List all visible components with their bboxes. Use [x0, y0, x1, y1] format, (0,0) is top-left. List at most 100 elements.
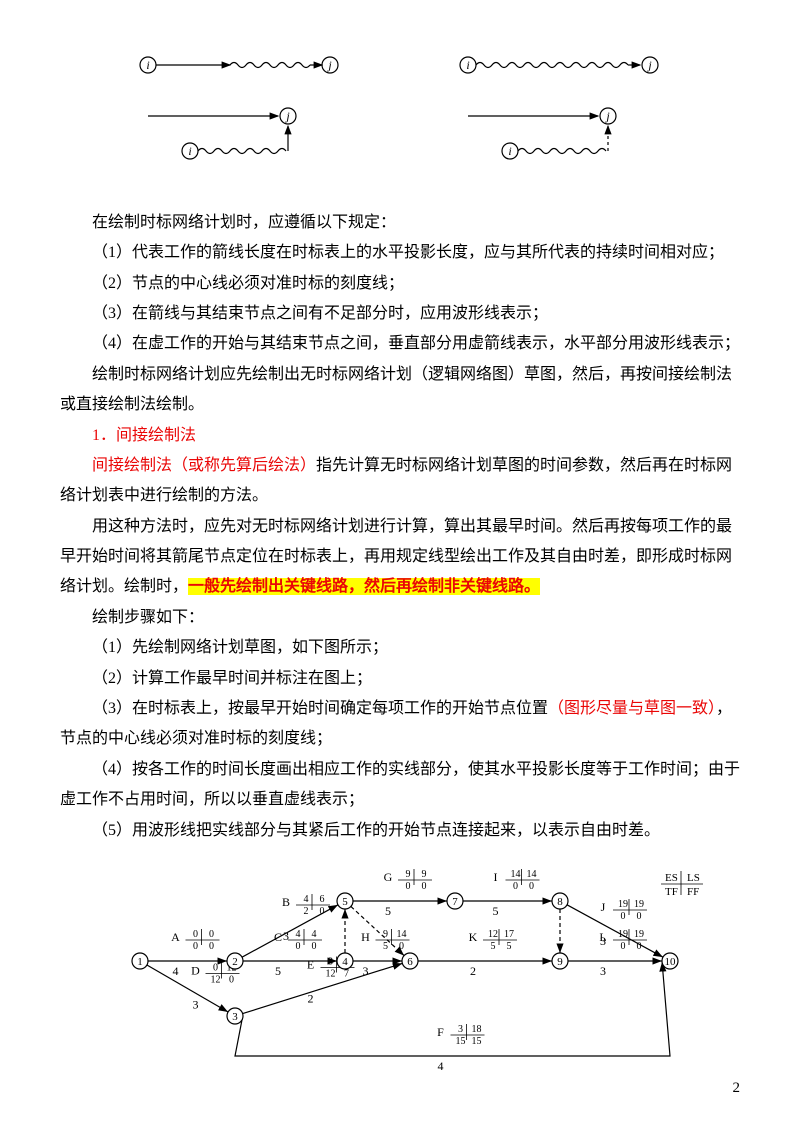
svg-text:5: 5	[491, 941, 496, 952]
svg-text:0: 0	[213, 962, 218, 973]
node-j-label: j	[646, 58, 652, 72]
svg-text:0: 0	[637, 911, 642, 922]
svg-text:3: 3	[363, 964, 369, 978]
heading-num: 1．	[92, 427, 116, 444]
para-8: 间接绘制法（或称先算后绘法）指先计算无时标网络计划草图的时间参数，然后再在时标网…	[60, 451, 740, 512]
svg-text:17: 17	[504, 929, 514, 940]
svg-text:3: 3	[458, 1024, 463, 1035]
svg-text:1: 1	[137, 956, 143, 968]
svg-text:18: 18	[472, 1024, 482, 1035]
page-number: 2	[733, 1074, 741, 1103]
para-13: （3）在时标表上，按最早开始时间确定每项工作的开始节点位置（图形尽量与草图一致）…	[60, 694, 740, 755]
svg-text:0: 0	[312, 941, 317, 952]
svg-text:0: 0	[229, 974, 234, 985]
node-i-label: i	[508, 144, 511, 158]
svg-text:2: 2	[304, 906, 309, 917]
node-i-label: i	[466, 58, 469, 72]
svg-text:5: 5	[383, 941, 388, 952]
para-14: （4）按各工作的时间长度画出相应工作的实线部分，使其水平投影长度等于工作时间；由…	[60, 755, 740, 816]
svg-text:9: 9	[383, 929, 388, 940]
node-j-label: j	[326, 58, 332, 72]
svg-text:19: 19	[618, 929, 628, 940]
svg-text:5: 5	[507, 941, 512, 952]
svg-text:0: 0	[193, 929, 198, 940]
top-diagrams: i j j i i	[60, 40, 740, 183]
para-4: （3）在箭线与其结束节点之间有不足部分时，应用波形线表示；	[60, 299, 740, 329]
svg-text:0: 0	[513, 881, 518, 892]
svg-text:6: 6	[407, 956, 413, 968]
svg-text:5: 5	[385, 904, 391, 918]
para-9-highlight: 一般先绘制出关键线路，然后再绘制非关键线路。	[188, 578, 540, 595]
svg-text:14: 14	[527, 869, 537, 880]
svg-text:E: E	[307, 957, 314, 971]
diagram-right-col: i j j i	[450, 40, 670, 183]
diagram-2: i j	[450, 40, 670, 90]
diagram-4: j i	[450, 101, 670, 171]
svg-text:0: 0	[399, 941, 404, 952]
para-13a: （3）在时标表上，按最早开始时间确定每项工作的开始节点位置	[92, 700, 548, 717]
network-diagram: 0000A4012120D34620B34400C5315127E2318151…	[80, 861, 720, 1091]
svg-text:4: 4	[438, 1059, 444, 1073]
svg-text:0: 0	[621, 941, 626, 952]
svg-text:4: 4	[173, 964, 179, 978]
svg-text:4: 4	[304, 894, 309, 905]
para-11: （1）先绘制网络计划草图，如下图所示；	[60, 633, 740, 663]
svg-text:0: 0	[320, 906, 325, 917]
svg-text:3: 3	[232, 1011, 238, 1023]
svg-text:9: 9	[557, 956, 563, 968]
svg-text:0: 0	[422, 881, 427, 892]
svg-text:F: F	[437, 1025, 444, 1039]
diagram-1: i j	[130, 40, 350, 90]
svg-text:8: 8	[557, 896, 563, 908]
svg-text:4: 4	[296, 929, 301, 940]
svg-text:0: 0	[621, 911, 626, 922]
svg-text:0: 0	[406, 881, 411, 892]
svg-text:7: 7	[344, 968, 349, 979]
svg-text:C: C	[274, 930, 282, 944]
diagram-3: j i	[130, 101, 350, 171]
para-1: 在绘制时标网络计划时，应遵循以下规定：	[60, 208, 740, 238]
svg-text:L: L	[599, 930, 606, 944]
svg-text:19: 19	[618, 899, 628, 910]
para-2: （1）代表工作的箭线长度在时标表上的水平投影长度，应与其所代表的持续时间相对应；	[60, 238, 740, 268]
svg-text:A: A	[171, 930, 180, 944]
para-5: （4）在虚工作的开始与其结束节点之间，垂直部分用虚箭线表示，水平部分用波形线表示…	[60, 329, 740, 359]
svg-text:3: 3	[600, 964, 606, 978]
svg-text:5: 5	[275, 964, 281, 978]
svg-text:4: 4	[312, 929, 317, 940]
svg-text:K: K	[469, 930, 478, 944]
svg-text:5: 5	[493, 904, 499, 918]
node-i-label: i	[188, 144, 191, 158]
svg-text:12: 12	[326, 968, 336, 979]
para-6: 绘制时标网络计划应先绘制出无时标网络计划（逻辑网络图）草图，然后，再按间接绘制法…	[60, 360, 740, 421]
para-10: 绘制步骤如下：	[60, 603, 740, 633]
svg-text:H: H	[361, 930, 370, 944]
svg-text:I: I	[494, 870, 498, 884]
svg-text:G: G	[384, 870, 393, 884]
svg-text:0: 0	[193, 941, 198, 952]
para-3: （2）节点的中心线必须对准时标的刻度线；	[60, 269, 740, 299]
para-13-red: （图形尽量与草图一致）	[548, 700, 716, 717]
svg-text:0: 0	[637, 941, 642, 952]
svg-text:15: 15	[472, 1036, 482, 1047]
svg-text:9: 9	[406, 869, 411, 880]
svg-text:3: 3	[283, 929, 289, 943]
para-15: （5）用波形线把实线部分与其紧后工作的开始节点连接起来，以表示自由时差。	[60, 816, 740, 846]
heading-indirect-method: 1．间接绘制法	[60, 421, 740, 451]
svg-text:14: 14	[397, 929, 407, 940]
svg-text:4: 4	[342, 956, 348, 968]
node-i-label: i	[146, 58, 149, 72]
svg-text:J: J	[601, 900, 606, 914]
svg-text:19: 19	[634, 929, 644, 940]
svg-text:9: 9	[422, 869, 427, 880]
svg-text:2: 2	[470, 964, 476, 978]
svg-text:0: 0	[296, 941, 301, 952]
svg-text:6: 6	[320, 894, 325, 905]
svg-text:LS: LS	[687, 872, 700, 884]
svg-text:B: B	[282, 895, 290, 909]
node-j-label: j	[604, 109, 610, 123]
svg-text:19: 19	[634, 899, 644, 910]
svg-text:15: 15	[456, 1036, 466, 1047]
svg-text:D: D	[191, 963, 200, 977]
svg-text:7: 7	[452, 896, 458, 908]
